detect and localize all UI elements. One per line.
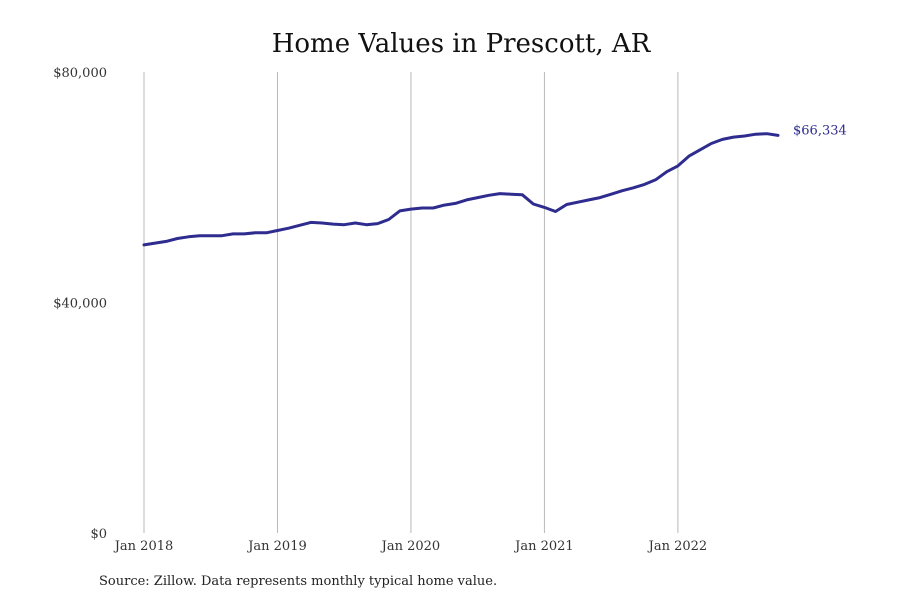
y-tick-label: $80,000 bbox=[53, 66, 107, 81]
grid-layer bbox=[143, 72, 679, 533]
end-value-label: $66,334 bbox=[793, 123, 847, 138]
chart-title: Home Values in Prescott, AR bbox=[272, 29, 652, 59]
y-tick-label: $0 bbox=[90, 527, 107, 542]
y-axis-ticks: $0 $40,000 $80,000 bbox=[53, 66, 107, 542]
x-tick-label: Jan 2022 bbox=[647, 539, 708, 554]
series-line bbox=[142, 132, 780, 247]
x-axis-ticks: Jan 2018 Jan 2019 Jan 2020 Jan 2021 Jan 2022 bbox=[113, 539, 707, 554]
x-tick-label: Jan 2021 bbox=[513, 539, 574, 554]
x-tick-label: Jan 2020 bbox=[380, 539, 441, 554]
x-tick-label: Jan 2019 bbox=[246, 539, 307, 554]
y-tick-label: $40,000 bbox=[53, 297, 107, 312]
source-note: Source: Zillow. Data represents monthly … bbox=[99, 574, 497, 589]
x-tick-label: Jan 2018 bbox=[113, 539, 174, 554]
series-layer: $66,334 bbox=[142, 123, 847, 247]
